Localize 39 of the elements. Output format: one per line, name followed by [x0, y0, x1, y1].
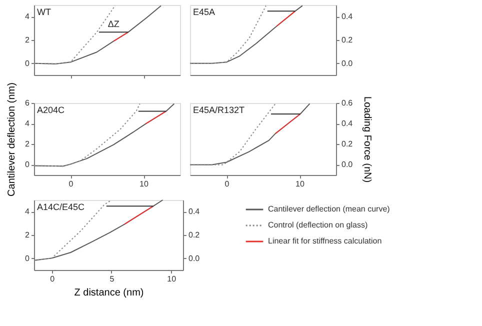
y-tick-label: 2 [25, 140, 30, 149]
x-axis-title: Z distance (nm) [74, 288, 144, 298]
chart-title: E45A [193, 7, 216, 17]
x-tick-label: 0 [50, 274, 56, 284]
y2-tick-label: 0.2 [342, 140, 354, 149]
legend-label: Cantilever deflection (mean curve) [268, 204, 390, 214]
y-tick-label: 0 [25, 58, 30, 68]
y2-tick-label: 0.0 [342, 58, 354, 68]
y2-tick-label: 0.6 [342, 98, 354, 108]
y2-tick-label: 0.4 [188, 207, 200, 216]
y-tick-label: 4 [25, 207, 30, 216]
y-tick-label: 0 [25, 254, 30, 263]
x-tick-label: 0 [224, 180, 230, 188]
chart-title: E45A/R132T [193, 105, 246, 115]
annotation: ΔZ [108, 19, 120, 30]
y2-tick-label: 0.0 [188, 254, 200, 263]
y-tick-label: 0 [25, 160, 30, 170]
legend-label: Control (deflection on glass) [268, 220, 368, 230]
y2-tick-label: 0.2 [342, 36, 354, 44]
y-tick-label: 4 [25, 119, 30, 128]
y-tick-label: 4 [25, 12, 30, 22]
x-tick-label: 10 [167, 274, 177, 284]
chart-title: WT [37, 7, 52, 17]
y-tick-label: 6 [25, 98, 30, 108]
chart-title: A14C/E45C [37, 202, 86, 212]
y2-tick-label: 0.4 [342, 119, 354, 128]
y2-axis-title: Loading Force (nN) [362, 96, 372, 183]
y-axis-title: Cantilever deflection (nm) [6, 82, 18, 196]
y2-tick-label: 0.4 [342, 12, 354, 22]
x-tick-label: 10 [296, 180, 305, 188]
x-tick-label: 0 [68, 180, 74, 188]
y2-tick-label: 0.2 [188, 230, 200, 240]
y2-tick-label: 0.0 [342, 160, 354, 170]
y-tick-label: 2 [25, 230, 30, 240]
y-tick-label: 2 [25, 36, 30, 44]
legend-label: Linear fit for stiffness calculation [268, 236, 382, 246]
x-tick-label: 5 [110, 274, 115, 284]
chart-title: A204C [37, 105, 66, 115]
x-tick-label: 10 [140, 180, 149, 188]
